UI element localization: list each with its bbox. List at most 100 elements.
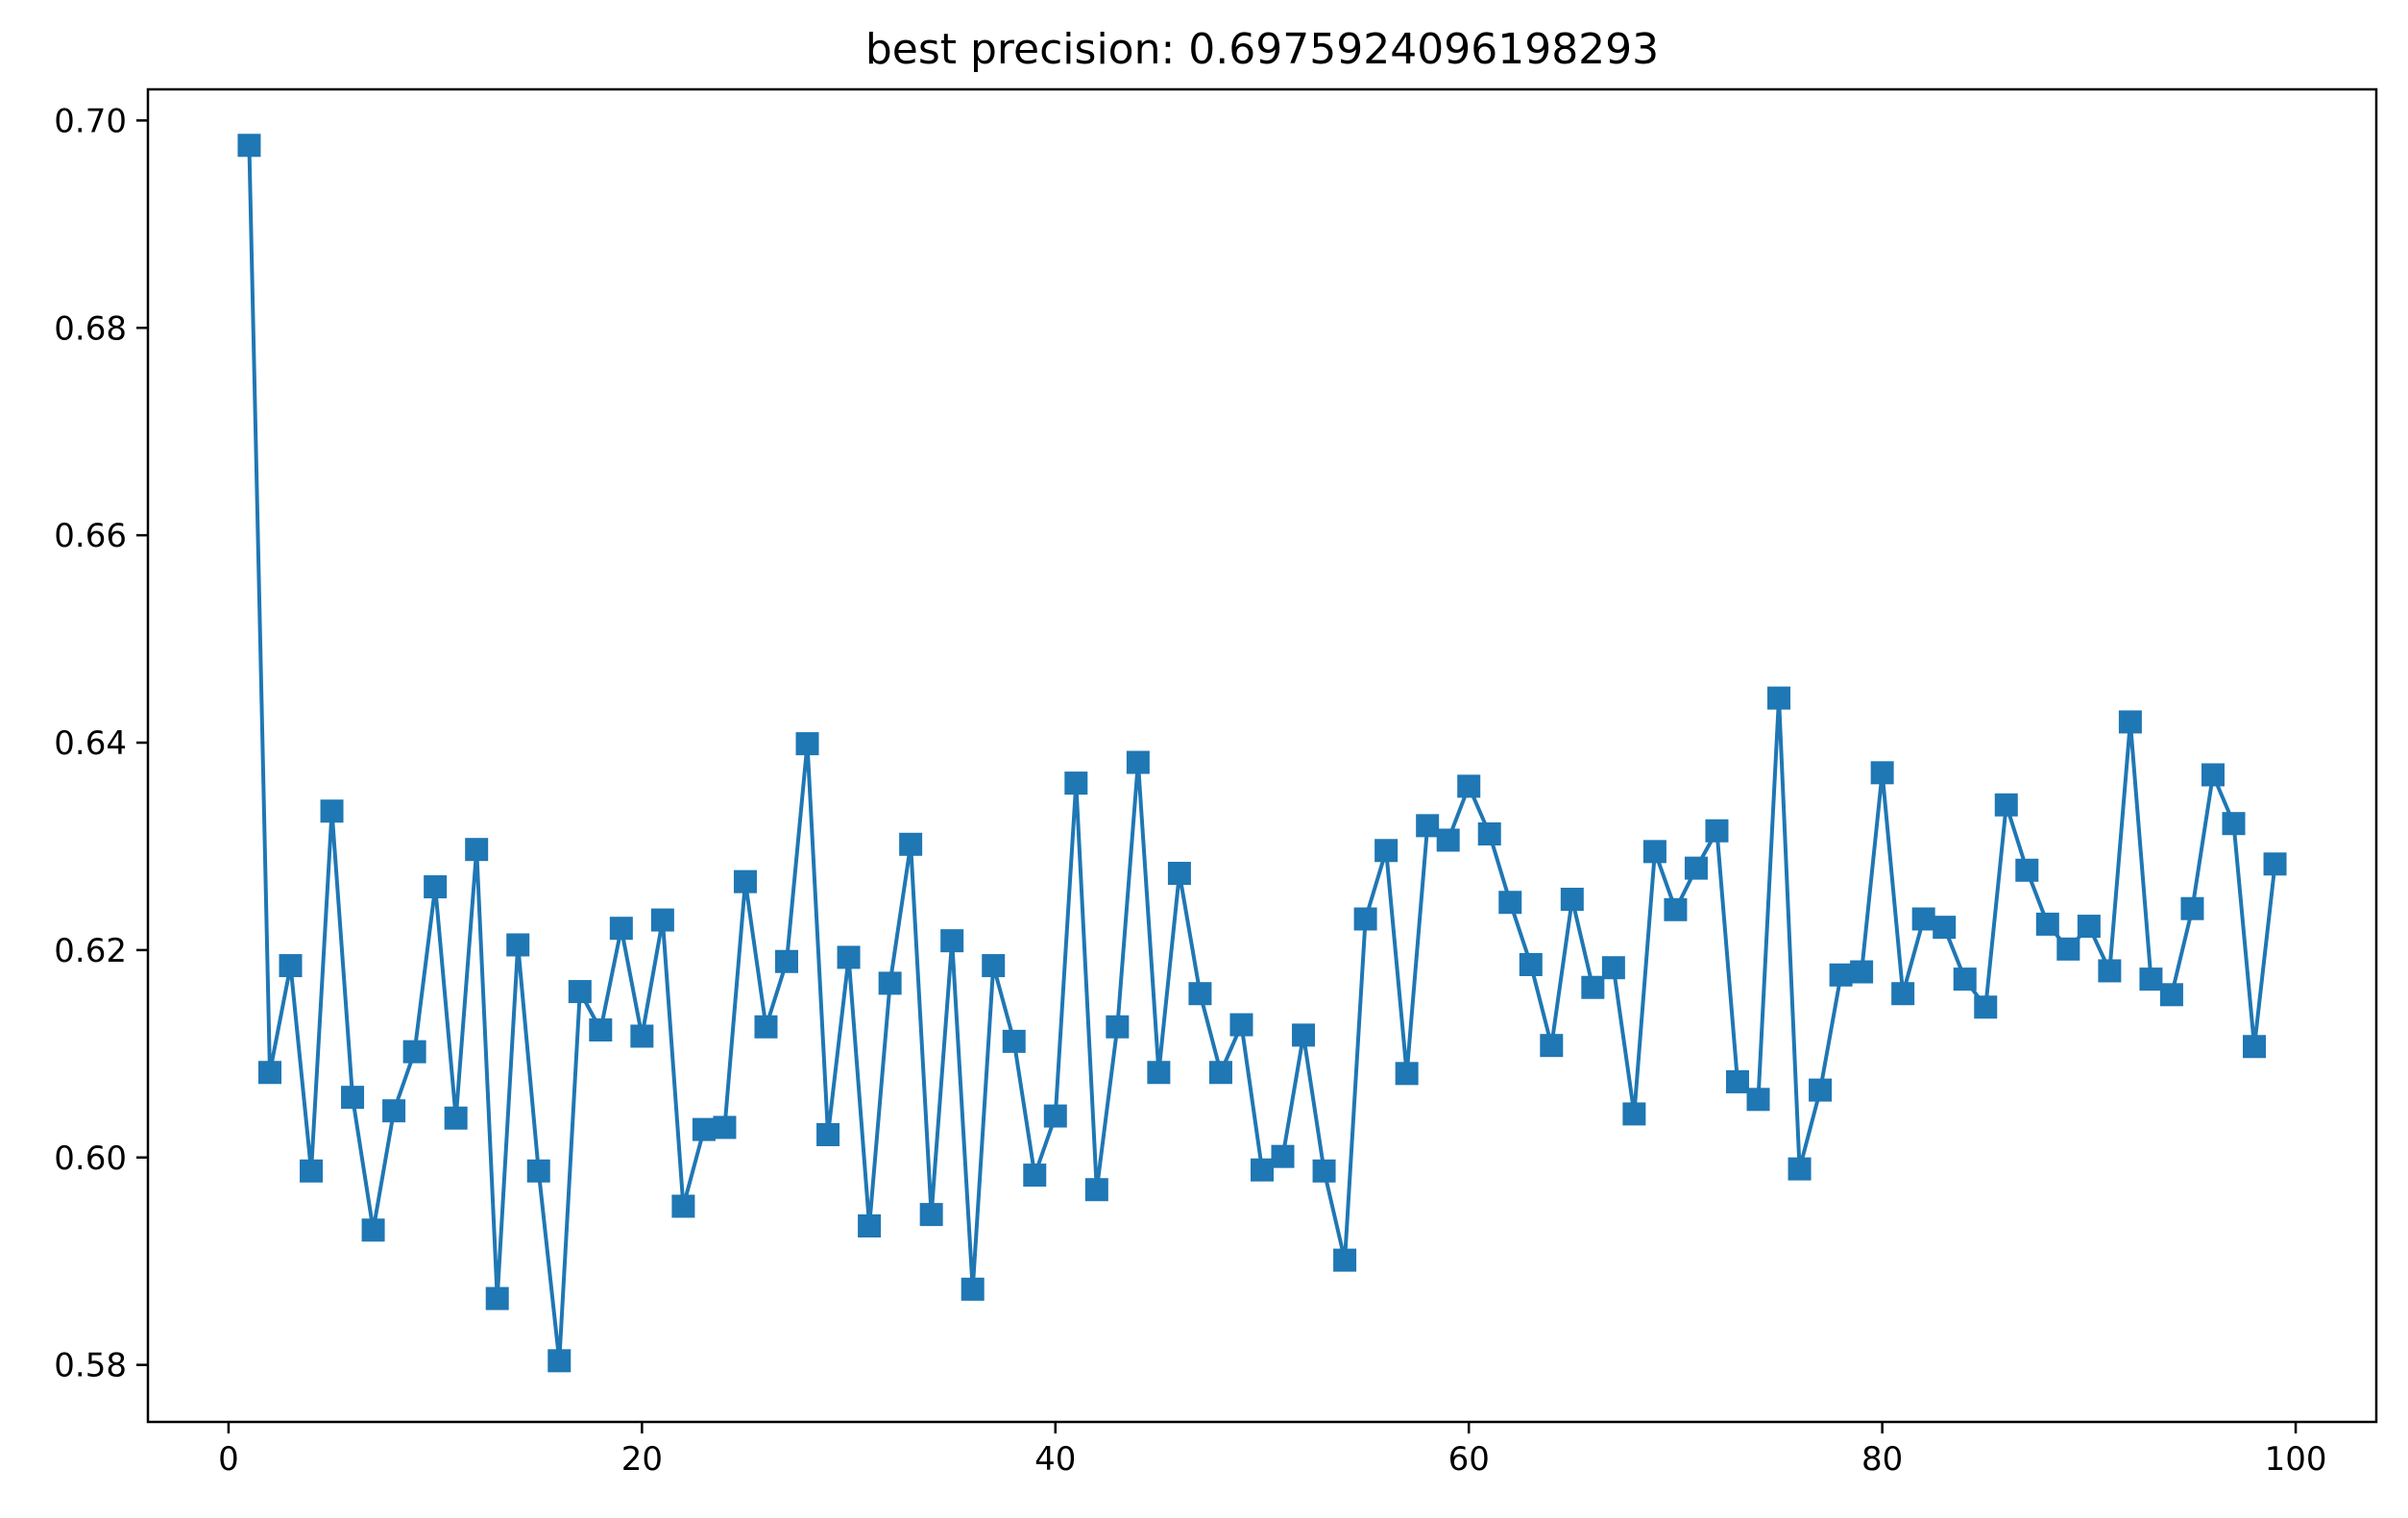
data-point — [1911, 907, 1935, 931]
axes-frame — [146, 87, 2378, 1424]
data-point — [2118, 710, 2142, 734]
data-point — [1581, 975, 1605, 999]
data-point — [1477, 821, 1501, 845]
data-point — [1271, 1144, 1295, 1168]
data-point — [237, 134, 261, 158]
data-point — [1622, 1102, 1646, 1126]
x-tick-label: 80 — [1861, 1440, 1903, 1479]
data-point — [1498, 891, 1522, 915]
data-point — [754, 1015, 778, 1039]
data-point — [775, 949, 799, 973]
data-point — [300, 1159, 324, 1183]
data-point — [2015, 858, 2039, 882]
series-layer — [237, 134, 2287, 1373]
data-point — [1725, 1069, 1749, 1093]
y-tick-label: 0.70 — [54, 102, 127, 140]
data-point — [899, 832, 923, 856]
data-point — [1106, 1015, 1130, 1039]
x-tick-label: 20 — [621, 1440, 663, 1479]
data-point — [1002, 1029, 1026, 1053]
data-point — [795, 732, 819, 756]
data-point — [1540, 1034, 1564, 1058]
data-point — [2263, 852, 2287, 876]
data-point — [589, 1018, 613, 1041]
data-point — [1064, 771, 1088, 796]
data-point — [1292, 1023, 1316, 1047]
data-point — [1126, 750, 1150, 774]
data-point — [1974, 995, 1998, 1019]
data-point — [2201, 763, 2225, 787]
x-tick-label: 100 — [2265, 1440, 2327, 1479]
data-point — [878, 971, 902, 995]
data-point — [713, 1115, 737, 1139]
data-point — [1809, 1078, 1833, 1102]
x-tick-label: 0 — [218, 1440, 239, 1479]
data-point — [2035, 912, 2059, 936]
data-point — [2139, 967, 2163, 992]
data-point — [2056, 937, 2080, 961]
data-point — [1684, 856, 1708, 880]
data-point — [1436, 828, 1460, 852]
data-point — [1043, 1104, 1067, 1128]
y-tick-label: 0.60 — [54, 1139, 127, 1178]
data-point — [2180, 896, 2204, 920]
data-point — [2243, 1035, 2267, 1059]
data-point — [2098, 959, 2122, 983]
data-point — [526, 1159, 550, 1183]
x-tick-label: 40 — [1034, 1440, 1076, 1479]
y-tick-label: 0.68 — [54, 309, 127, 348]
x-tick-label: 60 — [1448, 1440, 1490, 1479]
data-point — [940, 929, 964, 953]
data-point — [1416, 814, 1440, 838]
data-point — [1208, 1061, 1232, 1085]
data-point — [1560, 887, 1584, 911]
data-point — [361, 1218, 385, 1242]
plot-area — [146, 87, 2378, 1424]
data-point — [1023, 1163, 1047, 1187]
data-point — [1933, 916, 1957, 940]
data-point — [1891, 982, 1915, 1006]
data-point — [279, 954, 303, 978]
data-point — [1333, 1248, 1357, 1272]
data-point — [609, 917, 633, 941]
data-point — [858, 1214, 882, 1237]
data-point — [320, 799, 344, 823]
data-point — [733, 869, 757, 894]
data-point — [961, 1277, 985, 1301]
data-point — [837, 945, 861, 969]
data-point — [444, 1106, 468, 1130]
y-tick-label: 0.58 — [54, 1347, 127, 1385]
data-point — [1953, 967, 1977, 992]
data-point — [485, 1286, 509, 1310]
data-point — [982, 954, 1006, 978]
data-point — [382, 1099, 406, 1123]
y-axis: 0.58 0.60 0.62 0.64 0.66 0.68 0.70 — [54, 102, 148, 1385]
data-point — [1374, 839, 1399, 863]
data-point — [671, 1194, 695, 1218]
data-point — [2222, 812, 2246, 836]
data-point — [1084, 1178, 1108, 1202]
x-axis: 0 20 40 60 80 100 — [218, 1422, 2327, 1479]
data-point — [1312, 1159, 1336, 1183]
chart-title: best precision: 0.6975924096198293 — [865, 25, 1659, 74]
data-point — [1642, 840, 1666, 864]
data-point — [1188, 982, 1212, 1006]
data-point — [1229, 1013, 1253, 1037]
data-point — [1994, 793, 2018, 817]
data-point — [1664, 897, 1688, 921]
data-point — [692, 1117, 716, 1141]
data-point — [402, 1040, 426, 1064]
data-point — [257, 1061, 281, 1085]
data-point — [2159, 983, 2183, 1007]
data-point — [650, 908, 674, 932]
data-point — [1601, 956, 1625, 980]
data-point — [506, 933, 530, 957]
y-tick-label: 0.64 — [54, 724, 127, 763]
data-point — [1705, 819, 1729, 843]
data-point — [630, 1024, 654, 1048]
data-point — [341, 1086, 365, 1110]
data-point — [424, 875, 448, 899]
data-point — [1167, 862, 1191, 886]
y-tick-label: 0.62 — [54, 932, 127, 970]
